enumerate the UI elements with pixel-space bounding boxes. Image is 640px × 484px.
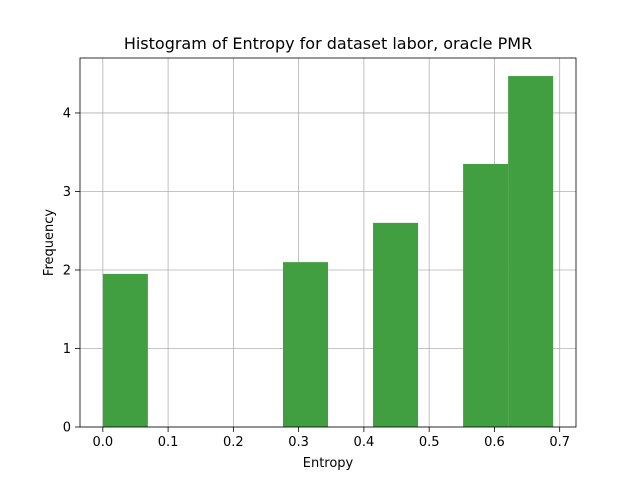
x-tick-label: 0.5 bbox=[419, 435, 440, 450]
histogram-bar bbox=[463, 163, 509, 427]
histogram-bar bbox=[282, 262, 328, 427]
chart-title: Histogram of Entropy for dataset labor, … bbox=[124, 34, 532, 53]
x-axis-label: Entropy bbox=[303, 456, 354, 471]
histogram-bar bbox=[102, 273, 148, 427]
x-tick-label: 0.4 bbox=[354, 435, 375, 450]
histogram-bar bbox=[373, 222, 419, 427]
y-tick-label: 4 bbox=[63, 106, 71, 121]
x-tick-label: 0.6 bbox=[484, 435, 505, 450]
histogram-bar bbox=[508, 76, 554, 428]
x-tick-label: 0.2 bbox=[223, 435, 244, 450]
y-tick-label: 0 bbox=[63, 421, 71, 436]
x-tick-label: 0.0 bbox=[92, 435, 113, 450]
y-tick-label: 2 bbox=[63, 263, 71, 278]
x-tick-label: 0.3 bbox=[288, 435, 309, 450]
x-tick-label: 0.1 bbox=[158, 435, 179, 450]
x-tick-label: 0.7 bbox=[549, 435, 570, 450]
axes bbox=[79, 57, 577, 428]
x-axis-ticks: 0.0 0.1 0.2 0.3 0.4 0.5 0.6 0.7 bbox=[92, 427, 570, 450]
y-axis-ticks: 0 1 2 3 4 bbox=[63, 106, 80, 436]
y-tick-label: 3 bbox=[63, 185, 71, 200]
bars bbox=[102, 76, 554, 428]
y-axis-label: Frequency bbox=[42, 209, 57, 276]
plot-frame bbox=[79, 57, 577, 428]
y-tick-label: 1 bbox=[63, 342, 71, 357]
